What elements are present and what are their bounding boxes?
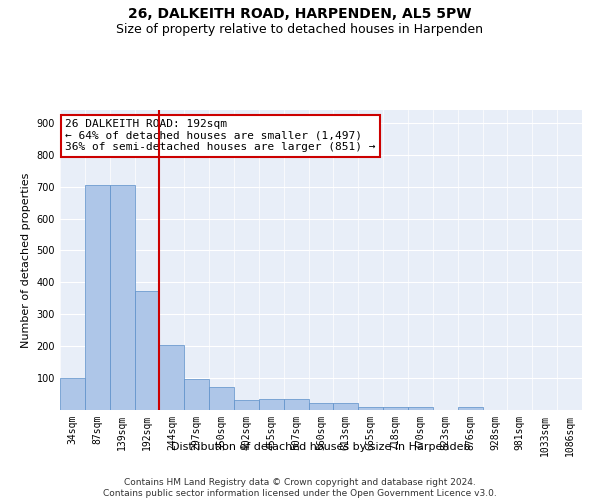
Bar xyxy=(334,404,358,410)
Text: 26 DALKEITH ROAD: 192sqm
← 64% of detached houses are smaller (1,497)
36% of sem: 26 DALKEITH ROAD: 192sqm ← 64% of detach… xyxy=(65,119,376,152)
Bar xyxy=(234,400,259,410)
Bar xyxy=(134,292,160,410)
Bar xyxy=(358,407,383,410)
Bar xyxy=(259,400,284,410)
Bar xyxy=(110,184,134,410)
Text: 26, DALKEITH ROAD, HARPENDEN, AL5 5PW: 26, DALKEITH ROAD, HARPENDEN, AL5 5PW xyxy=(128,8,472,22)
Bar xyxy=(284,400,308,410)
Bar xyxy=(308,404,334,410)
Bar xyxy=(160,345,184,410)
Bar xyxy=(383,407,408,410)
Bar xyxy=(209,386,234,410)
Bar xyxy=(85,184,110,410)
Bar xyxy=(60,378,85,410)
Y-axis label: Number of detached properties: Number of detached properties xyxy=(21,172,31,348)
Bar xyxy=(458,407,482,410)
Text: Distribution of detached houses by size in Harpenden: Distribution of detached houses by size … xyxy=(171,442,471,452)
Text: Size of property relative to detached houses in Harpenden: Size of property relative to detached ho… xyxy=(116,22,484,36)
Text: Contains HM Land Registry data © Crown copyright and database right 2024.
Contai: Contains HM Land Registry data © Crown c… xyxy=(103,478,497,498)
Bar xyxy=(184,379,209,410)
Bar xyxy=(408,407,433,410)
